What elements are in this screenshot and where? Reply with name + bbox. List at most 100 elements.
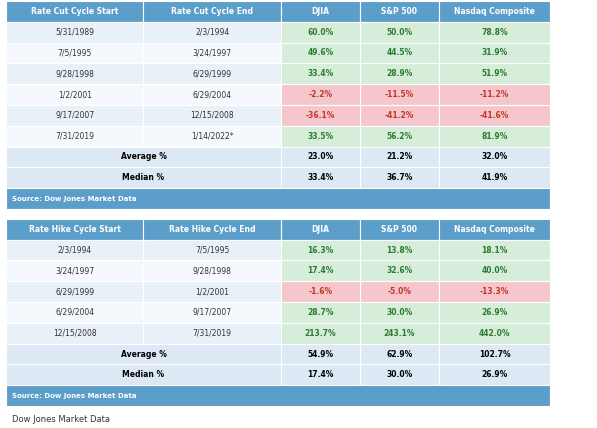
Text: 54.9%: 54.9% (307, 350, 334, 359)
Text: Rate Cut Cycle Start: Rate Cut Cycle Start (31, 7, 118, 16)
Text: 30.0%: 30.0% (386, 308, 413, 317)
FancyBboxPatch shape (6, 105, 143, 126)
Text: Rate Hike Cycle End: Rate Hike Cycle End (169, 225, 256, 234)
Text: Source: Dow Jones Market Data: Source: Dow Jones Market Data (12, 196, 136, 202)
FancyBboxPatch shape (281, 261, 360, 281)
Text: -36.1%: -36.1% (306, 111, 335, 120)
Text: 33.5%: 33.5% (307, 132, 334, 141)
FancyBboxPatch shape (360, 219, 439, 240)
Text: 6/29/2004: 6/29/2004 (193, 90, 232, 99)
FancyBboxPatch shape (6, 261, 143, 281)
Text: 442.0%: 442.0% (479, 329, 510, 338)
FancyBboxPatch shape (6, 219, 143, 240)
FancyBboxPatch shape (360, 240, 439, 261)
FancyBboxPatch shape (439, 146, 550, 167)
FancyBboxPatch shape (6, 188, 550, 209)
FancyBboxPatch shape (360, 364, 439, 385)
Text: 9/17/2007: 9/17/2007 (193, 308, 232, 317)
FancyBboxPatch shape (439, 364, 550, 385)
FancyBboxPatch shape (360, 167, 439, 188)
FancyBboxPatch shape (6, 364, 281, 385)
Text: 6/29/1999: 6/29/1999 (193, 69, 232, 78)
Text: 36.7%: 36.7% (386, 173, 413, 182)
FancyBboxPatch shape (439, 105, 550, 126)
FancyBboxPatch shape (143, 281, 281, 302)
Text: 30.0%: 30.0% (386, 370, 413, 379)
FancyBboxPatch shape (281, 167, 360, 188)
FancyBboxPatch shape (281, 302, 360, 323)
Text: 44.5%: 44.5% (386, 48, 413, 57)
Text: 12/15/2008: 12/15/2008 (190, 111, 234, 120)
Text: 2/3/1994: 2/3/1994 (57, 246, 92, 255)
FancyBboxPatch shape (360, 84, 439, 105)
Text: S&P 500: S&P 500 (381, 7, 417, 16)
FancyBboxPatch shape (360, 344, 439, 364)
FancyBboxPatch shape (439, 323, 550, 344)
FancyBboxPatch shape (439, 126, 550, 146)
FancyBboxPatch shape (360, 105, 439, 126)
Text: 1/2/2001: 1/2/2001 (58, 90, 92, 99)
FancyBboxPatch shape (439, 344, 550, 364)
Text: 243.1%: 243.1% (384, 329, 415, 338)
FancyBboxPatch shape (439, 1, 550, 22)
Text: Average %: Average % (121, 152, 167, 161)
FancyBboxPatch shape (439, 84, 550, 105)
FancyBboxPatch shape (6, 323, 143, 344)
Text: 13.8%: 13.8% (386, 246, 413, 255)
FancyBboxPatch shape (439, 261, 550, 281)
Text: 9/17/2007: 9/17/2007 (55, 111, 94, 120)
FancyBboxPatch shape (143, 84, 281, 105)
FancyBboxPatch shape (281, 22, 360, 42)
Text: 102.7%: 102.7% (479, 350, 510, 359)
Text: 28.9%: 28.9% (386, 69, 413, 78)
FancyBboxPatch shape (281, 240, 360, 261)
FancyBboxPatch shape (6, 344, 281, 364)
FancyBboxPatch shape (6, 302, 143, 323)
Text: Average %: Average % (121, 350, 167, 359)
FancyBboxPatch shape (360, 1, 439, 22)
Text: 17.4%: 17.4% (307, 370, 334, 379)
Text: 51.9%: 51.9% (481, 69, 507, 78)
Text: 1/14/2022*: 1/14/2022* (191, 132, 233, 141)
Text: DJIA: DJIA (312, 7, 330, 16)
Text: Median %: Median % (122, 173, 165, 182)
FancyBboxPatch shape (439, 219, 550, 240)
Text: 16.3%: 16.3% (307, 246, 334, 255)
FancyBboxPatch shape (6, 167, 281, 188)
Text: 56.2%: 56.2% (386, 132, 413, 141)
FancyBboxPatch shape (360, 261, 439, 281)
Text: 49.6%: 49.6% (307, 48, 334, 57)
FancyBboxPatch shape (439, 167, 550, 188)
FancyBboxPatch shape (6, 42, 143, 63)
FancyBboxPatch shape (6, 22, 143, 42)
FancyBboxPatch shape (360, 22, 439, 42)
Text: Nasdaq Composite: Nasdaq Composite (454, 225, 535, 234)
Text: 81.9%: 81.9% (481, 132, 507, 141)
Text: Source: Dow Jones Market Data: Source: Dow Jones Market Data (12, 392, 136, 398)
FancyBboxPatch shape (6, 281, 143, 302)
FancyBboxPatch shape (439, 240, 550, 261)
FancyBboxPatch shape (439, 281, 550, 302)
FancyBboxPatch shape (281, 146, 360, 167)
Text: 31.9%: 31.9% (481, 48, 507, 57)
FancyBboxPatch shape (143, 323, 281, 344)
Text: 9/28/1998: 9/28/1998 (56, 69, 94, 78)
FancyBboxPatch shape (6, 63, 143, 84)
Text: 32.6%: 32.6% (386, 266, 413, 275)
Text: 26.9%: 26.9% (481, 308, 507, 317)
Text: S&P 500: S&P 500 (381, 225, 417, 234)
Text: DJIA: DJIA (312, 225, 330, 234)
Text: 3/24/1997: 3/24/1997 (55, 266, 94, 275)
Text: -11.2%: -11.2% (480, 90, 509, 99)
Text: 7/31/2019: 7/31/2019 (193, 329, 232, 338)
FancyBboxPatch shape (281, 84, 360, 105)
Text: 21.2%: 21.2% (386, 152, 413, 161)
FancyBboxPatch shape (6, 385, 550, 406)
FancyBboxPatch shape (143, 22, 281, 42)
FancyBboxPatch shape (6, 84, 143, 105)
Text: -41.2%: -41.2% (384, 111, 414, 120)
FancyBboxPatch shape (281, 344, 360, 364)
Text: 2/3/1994: 2/3/1994 (195, 28, 229, 37)
Text: Median %: Median % (122, 370, 165, 379)
Text: 60.0%: 60.0% (307, 28, 334, 37)
